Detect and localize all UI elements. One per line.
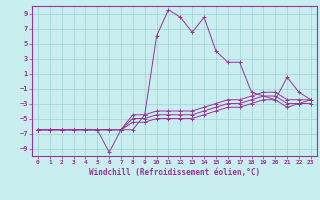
X-axis label: Windchill (Refroidissement éolien,°C): Windchill (Refroidissement éolien,°C) (89, 168, 260, 177)
